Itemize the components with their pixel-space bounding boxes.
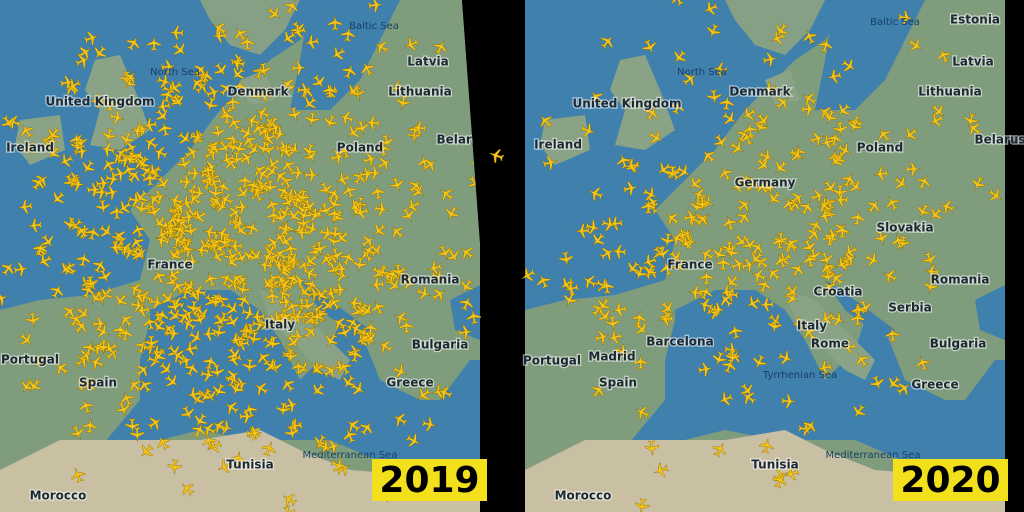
place-label: Croatia [813, 285, 862, 299]
place-label: Poland [337, 141, 383, 155]
place-label: Greece [911, 378, 958, 392]
place-label: Latvia [952, 55, 994, 69]
land [725, 0, 825, 55]
year-badge [893, 459, 1008, 501]
place-label: Lithuania [388, 85, 451, 99]
place-label: France [147, 258, 192, 272]
sea-label: Mediterranean Sea [826, 450, 921, 461]
place-label: Italy [265, 318, 295, 332]
place-label: Estonia [950, 13, 1000, 27]
place-label: Ireland [534, 138, 582, 152]
place-label: Rome [811, 337, 849, 351]
panel-2019: Baltic Sea North Sea Denmark Latvia Lithuani… [0, 0, 500, 512]
place-label: Romania [401, 273, 460, 287]
place-label: Bulgaria [412, 338, 469, 352]
place-label: United Kingdom [46, 95, 155, 109]
year-label: 2019 [379, 460, 479, 501]
sea [815, 0, 925, 110]
place-label: Italy [797, 319, 827, 333]
place-label: Tunisia [226, 458, 273, 472]
place-label: Portugal [523, 354, 581, 368]
sea-label: North Sea [150, 67, 200, 78]
place-label: Ireland [6, 141, 54, 155]
place-label: Spain [599, 376, 637, 390]
place-label: Morocco [555, 489, 612, 503]
place-label: Spain [79, 376, 117, 390]
place-label: Belarus [974, 133, 1024, 147]
aircraft-icon [486, 146, 506, 166]
divider [462, 0, 514, 512]
land [765, 70, 800, 105]
land [610, 55, 675, 150]
sea-label: North Sea [677, 67, 727, 78]
place-label: Madrid [588, 350, 635, 364]
place-label: Barcelona [646, 335, 713, 349]
base-map [525, 0, 1005, 512]
year-badge [372, 459, 487, 501]
sea [615, 290, 1005, 480]
land [240, 70, 275, 105]
land [540, 115, 590, 165]
sea-label: Tyrrhenian Sea [762, 370, 837, 381]
year-label: 2020 [900, 460, 1000, 501]
sea-label: Baltic Sea [349, 21, 399, 32]
land [525, 430, 1005, 512]
panel-2020: Baltic Sea Estonia North Sea Latvia Denmark L… [486, 0, 1024, 512]
place-label: France [667, 258, 712, 272]
land [85, 55, 150, 150]
place-label: Tunisia [751, 458, 798, 472]
land [0, 430, 480, 512]
aircraft-icon [486, 125, 500, 147]
place-label: Portugal [1, 353, 59, 367]
sea-label: Mediterranean Sea [303, 450, 398, 461]
place-label: Denmark [227, 85, 289, 99]
sea [975, 285, 1005, 340]
land [785, 290, 875, 380]
place-label: Bulgaria [930, 337, 987, 351]
sea [450, 285, 480, 340]
place-label: Germany [735, 176, 796, 190]
place-label: Denmark [729, 85, 791, 99]
place-label: Lithuania [918, 85, 981, 99]
place-label: Slovakia [876, 221, 933, 235]
place-label: Romania [931, 273, 990, 287]
place-label: United Kingdom [573, 97, 682, 111]
place-label: Poland [857, 141, 903, 155]
place-label: Serbia [888, 301, 932, 315]
sea-label: Baltic Sea [870, 17, 920, 28]
place-label: Morocco [30, 489, 87, 503]
place-label: Latvia [407, 55, 449, 69]
place-label: Greece [386, 376, 433, 390]
